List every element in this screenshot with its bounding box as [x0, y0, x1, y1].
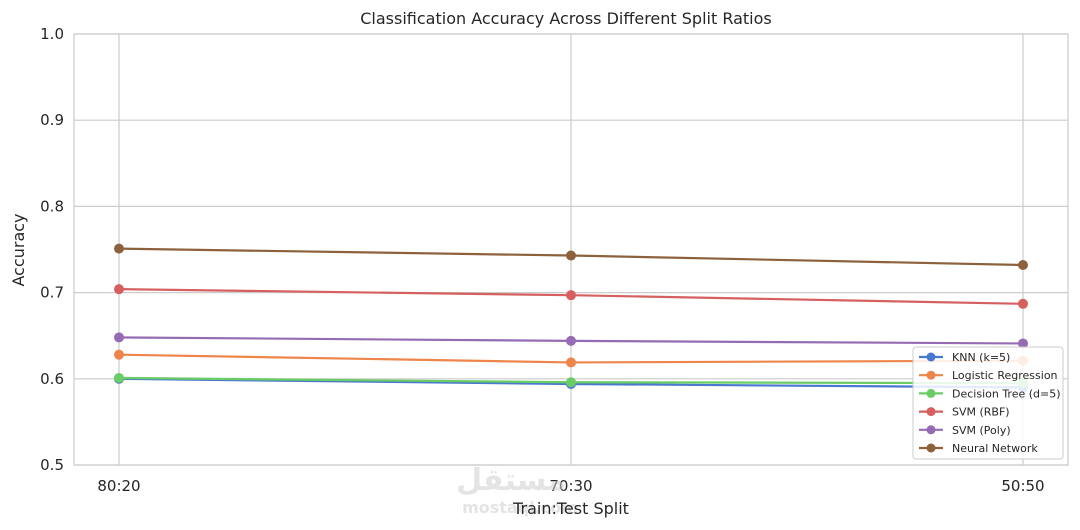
legend: KNN (k=5) Logistic Regression Decision Tre…	[912, 346, 1064, 460]
y-tick-label: 1.0	[40, 25, 64, 43]
y-tick-label: 0.5	[40, 456, 64, 474]
legend-item: Logistic Regression	[919, 369, 1058, 382]
legend-item: SVM (RBF)	[919, 406, 1010, 419]
watermark-subtext: mostaql.com	[462, 498, 578, 517]
series-4	[114, 332, 1028, 349]
x-tick-label: 70:30	[549, 477, 592, 495]
y-tick-label: 0.6	[40, 370, 64, 388]
legend-label: Neural Network	[952, 442, 1038, 455]
legend-item: SVM (Poly)	[919, 424, 1011, 437]
data-point	[566, 357, 576, 368]
legend-label: KNN (k=5)	[952, 351, 1010, 364]
data-point	[566, 250, 576, 261]
data-point	[1018, 338, 1028, 349]
legend-label: SVM (RBF)	[952, 406, 1010, 419]
legend-item: Decision Tree (d=5)	[919, 387, 1061, 400]
legend-item: Neural Network	[919, 442, 1038, 455]
y-tick-label: 0.9	[40, 111, 64, 129]
series-5	[114, 243, 1028, 271]
legend-item: KNN (k=5)	[919, 351, 1010, 364]
data-point	[1018, 298, 1028, 309]
legend-marker	[926, 443, 936, 453]
data-point	[114, 349, 124, 360]
legend-marker	[926, 425, 936, 435]
data-point	[114, 332, 124, 343]
watermark-logo: مستقل	[456, 463, 566, 498]
legend-label: Logistic Regression	[952, 369, 1058, 382]
data-point	[1018, 260, 1028, 271]
legend-marker	[926, 370, 936, 380]
y-tick-label: 0.7	[40, 284, 64, 302]
x-tick-label: 80:20	[97, 477, 140, 495]
plot-frame	[73, 33, 1069, 466]
legend-marker	[926, 388, 936, 398]
x-axis-ticks: 80:20 70:30 50:50	[97, 477, 1044, 495]
legend-marker	[926, 407, 936, 417]
y-tick-label: 0.8	[40, 197, 64, 215]
watermark: مستقل mostaql.com	[456, 463, 578, 517]
data-point	[114, 243, 124, 254]
series-3	[114, 284, 1028, 309]
legend-label: SVM (Poly)	[952, 424, 1011, 437]
legend-marker	[926, 352, 936, 362]
chart-title: Classification Accuracy Across Different…	[360, 9, 772, 28]
data-point	[114, 372, 124, 383]
data-point	[114, 284, 124, 295]
data-point	[566, 290, 576, 301]
y-axis-title: Accuracy	[9, 213, 28, 286]
data-point	[566, 377, 576, 388]
legend-label: Decision Tree (d=5)	[952, 387, 1061, 400]
x-axis-title: Train:Test Split	[512, 499, 629, 518]
y-axis-ticks: 0.5 0.6 0.7 0.8 0.9 1.0	[40, 25, 64, 474]
legend-box	[912, 346, 1064, 460]
x-tick-label: 50:50	[1001, 477, 1044, 495]
data-point	[566, 335, 576, 346]
